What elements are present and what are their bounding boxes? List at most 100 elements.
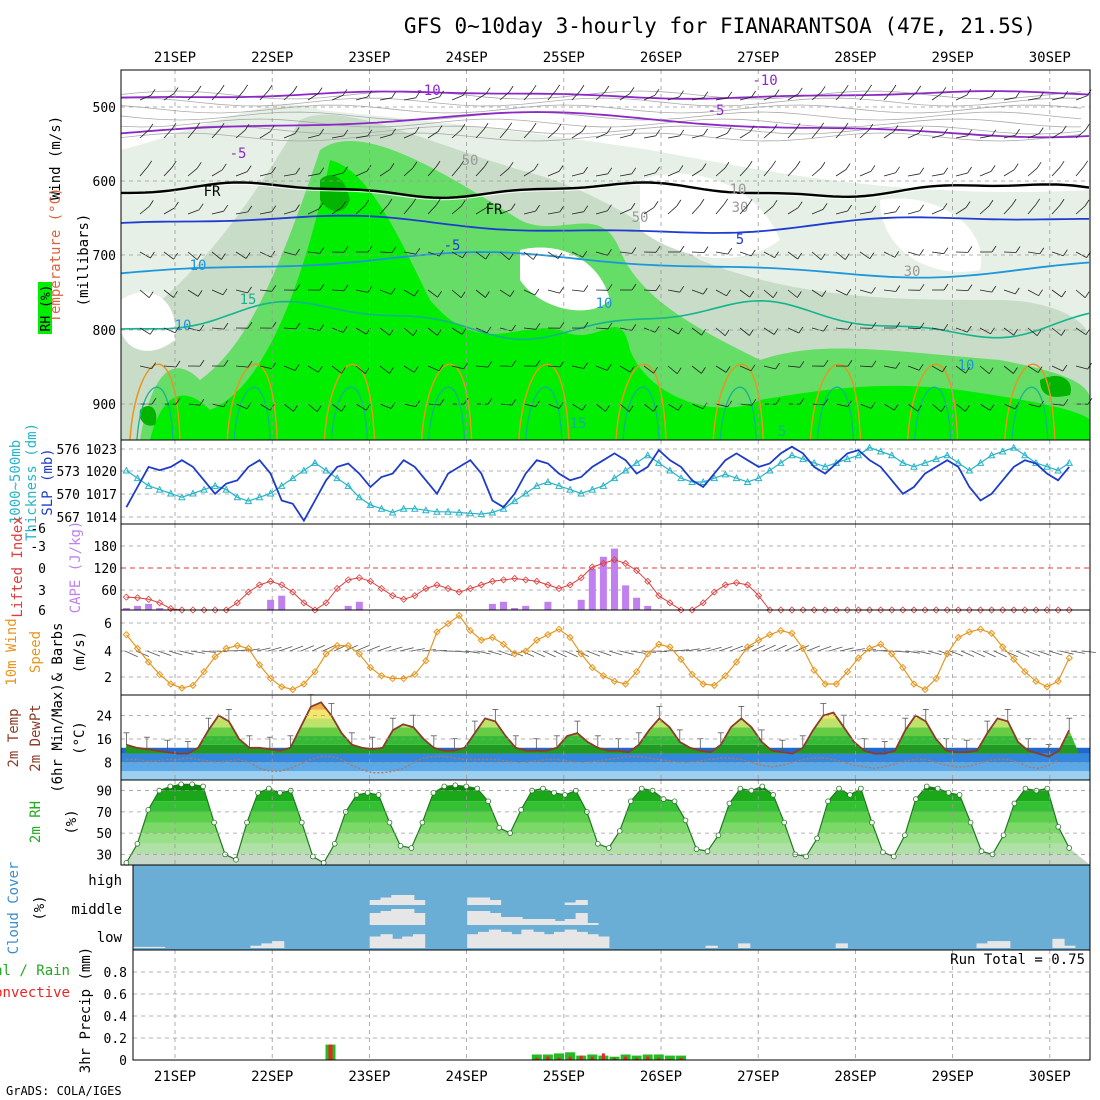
wind-barb	[451, 129, 462, 139]
thickness-point	[377, 504, 386, 512]
lifted-index-point	[710, 588, 718, 596]
wind-barb	[283, 251, 296, 256]
lifted-index-point	[322, 599, 330, 607]
wind-barb	[379, 365, 390, 374]
cloud-bar	[488, 929, 502, 948]
bottom-day-label: 28SEP	[834, 1069, 876, 1085]
wind-barb	[747, 198, 753, 206]
y-tick-label: 16	[96, 733, 112, 748]
wind-barb	[654, 88, 660, 96]
thickness-point	[987, 451, 996, 459]
wind-barb	[211, 90, 221, 101]
wind-barb	[747, 160, 753, 168]
cloud-bar	[402, 936, 415, 948]
rh-band	[121, 801, 1090, 812]
wind-barb	[619, 208, 632, 215]
wind-barb	[571, 131, 583, 139]
wind-barb	[295, 283, 301, 291]
wind-barb	[437, 329, 442, 336]
y-tick-label: 1023	[86, 443, 117, 458]
y-tick-label: 120	[94, 562, 117, 577]
precip-convective-bar	[679, 1057, 683, 1060]
rh-point	[858, 785, 864, 792]
axis-label-cloud-cover: Cloud Cover	[6, 862, 22, 955]
wind-barb	[235, 289, 248, 294]
wind-barb	[691, 169, 703, 177]
wind-barb	[653, 366, 658, 374]
wind-barb	[1083, 160, 1089, 168]
temp-warm-band	[121, 692, 1090, 701]
axis-title-millibars: (millibars)	[76, 214, 92, 307]
cloud-bar	[575, 913, 588, 925]
wind-barb	[979, 365, 990, 375]
thickness-point	[643, 451, 652, 459]
wind-barb	[535, 323, 541, 330]
rh-point	[638, 785, 645, 792]
wind-speed-point	[821, 680, 829, 688]
thickness-line	[126, 446, 1070, 515]
wind-barb	[463, 362, 469, 370]
bottom-day-label: 26SEP	[640, 1069, 682, 1085]
temperature-contour	[809, 363, 862, 441]
lifted-index-point	[899, 606, 907, 614]
y-tick-label: 600	[93, 175, 116, 190]
wind-barb	[595, 251, 608, 256]
temp-warm-band	[121, 718, 1090, 728]
wind-speed-point	[688, 670, 696, 679]
wind-barb	[271, 321, 277, 329]
wind-barb	[631, 283, 637, 291]
wind-speed-point	[1054, 677, 1062, 685]
cloud-bar	[380, 934, 393, 948]
wind-barb	[391, 128, 396, 136]
wind-barb	[331, 135, 344, 139]
wind-barb	[558, 165, 564, 172]
temperature-contour	[1004, 363, 1056, 441]
wind-barb	[437, 125, 443, 132]
wind-speed-point	[422, 657, 430, 665]
wind-barb	[595, 403, 606, 412]
top-day-label: 22SEP	[251, 50, 293, 66]
lifted-index-point	[156, 599, 164, 607]
wind-barb	[631, 324, 637, 331]
thickness-point	[344, 481, 353, 489]
wind-barb	[558, 402, 564, 409]
wind-barb	[523, 169, 535, 177]
cloud-level-label: low	[97, 930, 123, 946]
thickness-point	[699, 477, 708, 485]
wind-barb	[139, 365, 152, 369]
wind-barb	[147, 160, 153, 168]
thickness-point	[577, 489, 586, 497]
wind-barb	[943, 247, 949, 254]
rh-point	[1055, 823, 1062, 830]
wind-barb	[773, 644, 787, 652]
wind-barb	[619, 650, 634, 655]
wind-barb	[391, 91, 397, 99]
lifted-index-point	[167, 605, 175, 613]
thickness-point	[788, 451, 796, 459]
wind-barb	[868, 123, 874, 131]
wind-barb	[461, 328, 467, 335]
wind-barb	[175, 397, 181, 405]
wind-barb	[475, 93, 487, 101]
thickness-point	[200, 485, 208, 493]
wind-barb	[294, 127, 300, 134]
wind-barb	[784, 644, 798, 652]
wind-barb	[679, 245, 685, 253]
precip-total-bar	[565, 1052, 576, 1060]
wind-barb	[187, 289, 199, 297]
wind-barb	[547, 171, 560, 177]
thickness-point	[499, 504, 508, 512]
cape-bar	[544, 601, 552, 610]
wind-barb	[628, 405, 634, 412]
precip-total-bar	[664, 1055, 675, 1060]
lifted-index-point	[721, 581, 729, 589]
thickness-point	[544, 477, 552, 485]
lifted-index-point	[976, 606, 985, 614]
lifted-index-point	[843, 606, 851, 614]
wind-barb	[724, 161, 730, 169]
thickness-point	[1043, 462, 1051, 470]
wind-barb	[895, 285, 901, 292]
precip-convective-bar	[535, 1057, 539, 1060]
wind-barb	[883, 211, 896, 215]
wind-barb	[667, 289, 680, 293]
